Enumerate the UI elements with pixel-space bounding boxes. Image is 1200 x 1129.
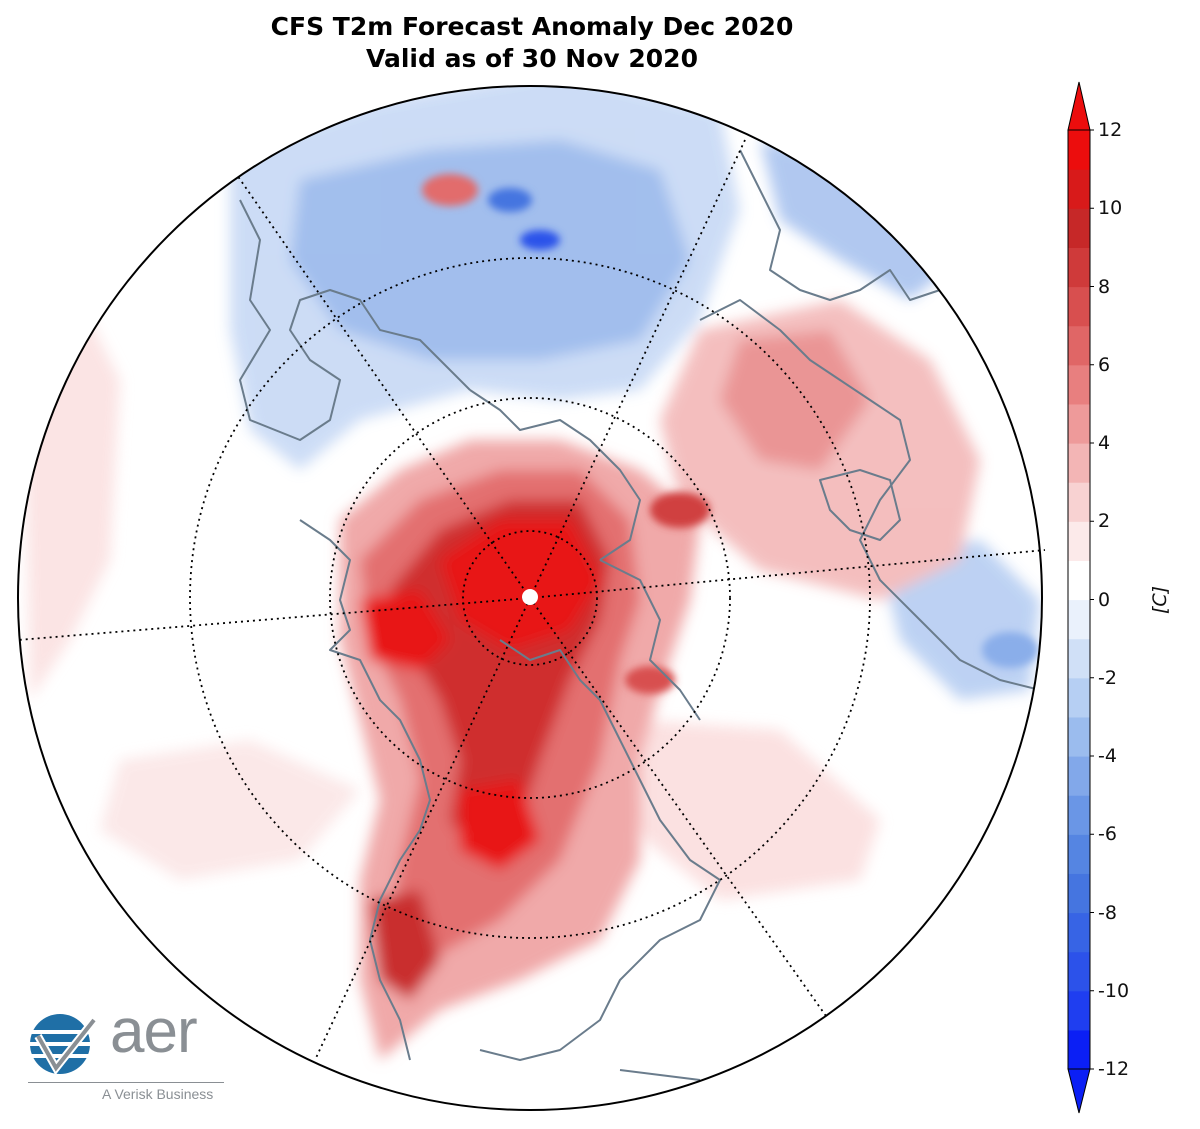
map-boundary: [17, 85, 1043, 1111]
colorbar-band: [1068, 482, 1090, 522]
warm-region-canada: [460, 780, 540, 870]
colorbar-band: [1068, 521, 1090, 561]
colorbar-band: [1068, 716, 1090, 757]
aer-logo: aer A Verisk Business: [24, 997, 229, 1110]
colorbar-tick-label: -2: [1098, 666, 1117, 689]
cold-blob-siberia-b: [488, 188, 532, 212]
colorbar-band: [1068, 364, 1090, 405]
colorbar-unit-label: [C]: [1149, 585, 1171, 615]
colorbar-band: [1068, 677, 1090, 718]
colorbar-band: [1068, 912, 1090, 953]
warm-region-alaska: [360, 590, 450, 670]
colorbar-tick-label: -6: [1098, 823, 1117, 846]
colorbar-tick-label: 6: [1098, 353, 1111, 376]
colorbar-band: [1068, 560, 1090, 601]
cold-region-europe: [760, 140, 960, 300]
colorbar-tick-label: 12: [1098, 119, 1123, 141]
map-title-line1: CFS T2m Forecast Anomaly Dec 2020: [270, 12, 794, 41]
colorbar-band: [1068, 873, 1090, 914]
colorbar-band: [1068, 638, 1090, 679]
aer-logo-rule: [28, 1082, 224, 1083]
colorbar-band: [1068, 443, 1090, 483]
aer-logo-globe-icon: [30, 1014, 98, 1076]
colorbar-min-arrow: [1067, 1068, 1091, 1114]
colorbar-band: [1068, 599, 1090, 640]
colorbar-tick-label: 0: [1098, 588, 1111, 611]
colorbar-band: [1068, 169, 1090, 209]
colorbar-tick-label: -4: [1098, 745, 1117, 767]
colorbar-band: [1068, 286, 1090, 327]
colorbar-tick-label: -8: [1098, 901, 1117, 924]
colorbar-band: [1068, 208, 1090, 248]
colorbar-band: [1068, 756, 1090, 796]
colorbar-band: [1068, 1029, 1090, 1070]
warm-region-atlantic: [620, 720, 880, 900]
colorbar-tick-label: 10: [1098, 197, 1123, 220]
colorbar-tick-label: 4: [1098, 432, 1111, 454]
warm-region-pacific-south: [100, 740, 360, 880]
warm-region-west-coast: [370, 890, 440, 1000]
cold-blob-europe: [982, 632, 1038, 668]
cold-blob-siberia: [520, 230, 560, 250]
colorbar-band: [1068, 990, 1090, 1031]
warm-blob-siberia: [422, 174, 478, 206]
colorbar-band: [1068, 795, 1090, 835]
colorbar-band: [1068, 403, 1090, 444]
colorbar-band: [1068, 325, 1090, 366]
colorbar-band: [1068, 247, 1090, 288]
graticule: [17, 139, 1046, 1061]
aer-logo-tagline: A Verisk Business: [102, 1086, 214, 1102]
map-title-line2: Valid as of 30 Nov 2020: [366, 44, 698, 73]
colorbar-max-arrow: [1067, 81, 1091, 131]
warm-blob-baffin: [625, 666, 675, 694]
colorbar: [1067, 81, 1094, 1114]
colorbar-band: [1068, 834, 1090, 874]
colorbar-band: [1068, 951, 1090, 992]
aer-logo-word: aer: [110, 997, 198, 1066]
cold-region-siberia-core: [290, 140, 690, 360]
colorbar-tick-label: 2: [1098, 510, 1111, 533]
colorbar-tick-label: 8: [1098, 275, 1111, 298]
warm-blob-greenland: [650, 492, 710, 528]
colorbar-tick-label: -12: [1098, 1058, 1130, 1080]
colorbar-tick-label: -10: [1098, 979, 1130, 1002]
warm-region-europe-core: [720, 330, 870, 470]
north-pole-marker: [522, 589, 538, 605]
coastlines: [239, 149, 1041, 1081]
colorbar-band: [1068, 130, 1090, 170]
